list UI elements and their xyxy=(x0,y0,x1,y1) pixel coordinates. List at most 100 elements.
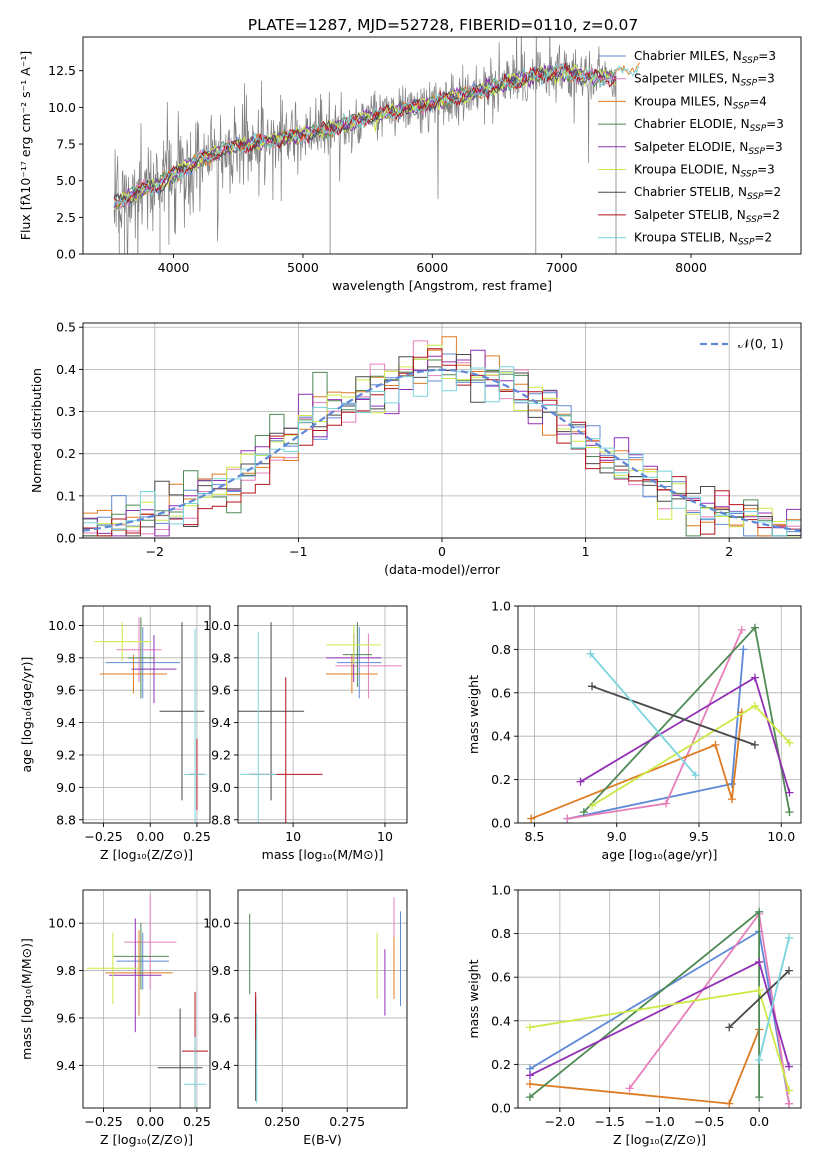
y-tick-label: 9.6 xyxy=(211,1010,231,1025)
figure-title: PLATE=1287, MJD=52728, FIBERID=0110, z=0… xyxy=(248,16,638,34)
y-tick-label: 9.6 xyxy=(56,683,76,698)
legend-value: =2 xyxy=(754,231,772,245)
y-tick-label: 0.0 xyxy=(491,816,511,831)
mass-weight-marker xyxy=(727,779,736,788)
mass-weight-marker xyxy=(750,740,759,749)
y-axis-label: age [log₁₀(age/yr)] xyxy=(19,657,34,773)
y-tick-label: 8.8 xyxy=(211,812,231,827)
x-tick-label: 0.00 xyxy=(136,829,164,844)
mass-weight-marker xyxy=(737,625,746,634)
mass-weight-marker xyxy=(755,957,764,966)
mass-weight-marker xyxy=(750,701,759,710)
legend-subscript: SSP xyxy=(738,238,755,248)
axes-frame xyxy=(517,889,802,1109)
y-tick-label: 0.0 xyxy=(56,247,76,262)
legend-value: =3 xyxy=(757,163,775,177)
mass-weight-marker xyxy=(785,1062,794,1071)
histogram-step xyxy=(83,348,801,537)
mass-weight-marker xyxy=(725,1023,734,1032)
y-tick-label: 8.8 xyxy=(56,812,76,827)
axes-frame xyxy=(82,36,802,255)
mass-weight-marker xyxy=(527,814,536,823)
mass-weight-marker xyxy=(785,788,794,797)
x-axis-label: Z [log₁₀(Z/Z⊙)] xyxy=(613,1132,706,1147)
x-tick-label: 8.5 xyxy=(525,829,545,844)
y-axis-label: mass [log₁₀(M/M⊙)] xyxy=(19,938,34,1060)
legend-value: =4 xyxy=(749,94,767,108)
mass-weight-marker xyxy=(755,986,764,995)
y-tick-label: 1.0 xyxy=(491,599,511,614)
y-tick-label: 10.0 xyxy=(203,916,231,931)
legend-label: Salpeter ELODIE, NSSP=3 xyxy=(634,140,783,157)
y-tick-label: 10.0 xyxy=(48,618,76,633)
axes-frame xyxy=(517,605,802,824)
axes-frame xyxy=(237,889,408,1109)
y-tick-label: 0.2 xyxy=(491,1057,511,1072)
x-axis-label: Z [log₁₀(Z/Z⊙)] xyxy=(100,847,193,862)
x-tick-label: 6000 xyxy=(416,260,448,275)
mass-weight-marker xyxy=(563,814,572,823)
y-tick-label: 0.5 xyxy=(56,320,76,335)
y-tick-label: 2.5 xyxy=(56,210,76,225)
x-axis-label: age [log₁₀(age/yr)] xyxy=(602,847,718,862)
mass-weight-marker xyxy=(625,1084,634,1093)
mass-weight-marker xyxy=(579,808,588,817)
x-axis-label: E(B-V) xyxy=(303,1132,342,1147)
legend-value: =3 xyxy=(757,72,775,86)
legend-label: Kroupa STELIB, NSSP=2 xyxy=(634,231,772,248)
x-tick-label: 0.00 xyxy=(136,1114,164,1129)
y-tick-label: 9.8 xyxy=(56,963,76,978)
y-tick-label: 9.4 xyxy=(211,1058,231,1073)
mass-weight-marker xyxy=(750,673,759,682)
y-axis-label: mass weight xyxy=(466,675,481,754)
legend-label: Salpeter STELIB, NSSP=2 xyxy=(634,208,780,225)
x-tick-label: −0.5 xyxy=(694,1114,724,1129)
x-tick-label: −1 xyxy=(289,544,307,559)
x-axis-label: (data-model)/error xyxy=(384,562,501,577)
y-tick-label: 10.0 xyxy=(48,916,76,931)
y-tick-label: 9.6 xyxy=(56,1010,76,1025)
legend-value: =3 xyxy=(765,140,783,154)
y-tick-label: 9.8 xyxy=(56,650,76,665)
y-tick-label: 10.0 xyxy=(203,618,231,633)
legend-label: 𝒩(0, 1) xyxy=(738,336,784,351)
y-tick-label: 9.2 xyxy=(56,747,76,762)
y-tick-label: 9.8 xyxy=(211,650,231,665)
legend-value: =3 xyxy=(766,117,784,131)
mass-weight-marker xyxy=(725,1099,734,1108)
y-tick-label: 0.8 xyxy=(491,642,511,657)
mass-weight-marker xyxy=(785,1086,794,1095)
x-tick-label: −0.25 xyxy=(84,829,122,844)
x-tick-label: 1 xyxy=(582,544,590,559)
x-tick-label: 0.250 xyxy=(264,1114,300,1129)
legend-value: =2 xyxy=(764,185,782,199)
y-tick-label: 0.6 xyxy=(491,685,511,700)
legend-value: =3 xyxy=(758,49,776,63)
axes-frame xyxy=(237,605,408,824)
mass-weight-marker xyxy=(586,649,595,658)
y-tick-label: 0.4 xyxy=(491,729,511,744)
x-tick-label: −1.0 xyxy=(644,1114,674,1129)
normal-curve xyxy=(82,368,802,532)
y-tick-label: 9.4 xyxy=(56,715,76,730)
metallicity-massweight-panel: −2.0 −1.5 −1.0 −0.5 0.0 0.0 0.2 0.4 0.6 0.8 1.0 Z [… xyxy=(466,883,802,1147)
y-axis-label: Flux [fλ10⁻¹⁷ erg cm⁻² s⁻¹ A⁻¹] xyxy=(18,51,33,240)
mass-weight-line xyxy=(589,653,697,776)
axes-frame xyxy=(82,889,211,1109)
x-tick-label: 0 xyxy=(438,544,446,559)
y-tick-label: 0.4 xyxy=(491,1013,511,1028)
x-tick-label: −0.25 xyxy=(84,1114,122,1129)
mass-weight-marker xyxy=(750,623,759,632)
y-tick-label: 9.4 xyxy=(56,1058,76,1073)
metallicity-mass-panel: −0.25 0.00 0.25 9.4 9.6 9.8 10.0 Z [log₁₀(Z/Z⊙)… xyxy=(19,889,211,1147)
legend-subscript: SSP xyxy=(742,56,759,66)
mass-weight-marker xyxy=(785,808,794,817)
mass-weight-marker xyxy=(662,799,671,808)
legend-subscript: SSP xyxy=(750,124,767,134)
x-tick-label: 5000 xyxy=(287,260,319,275)
legend-label: Chabrier STELIB, NSSP=2 xyxy=(634,185,781,202)
mass-weight-marker xyxy=(525,1093,534,1102)
mass-age-panel: 10 10 8.8 9.0 9.2 9.4 9.6 9.8 10.0 mass [log₁₀(M/… xyxy=(203,605,408,862)
y-tick-label: 0.0 xyxy=(56,531,76,546)
legend-value: =2 xyxy=(762,208,780,222)
